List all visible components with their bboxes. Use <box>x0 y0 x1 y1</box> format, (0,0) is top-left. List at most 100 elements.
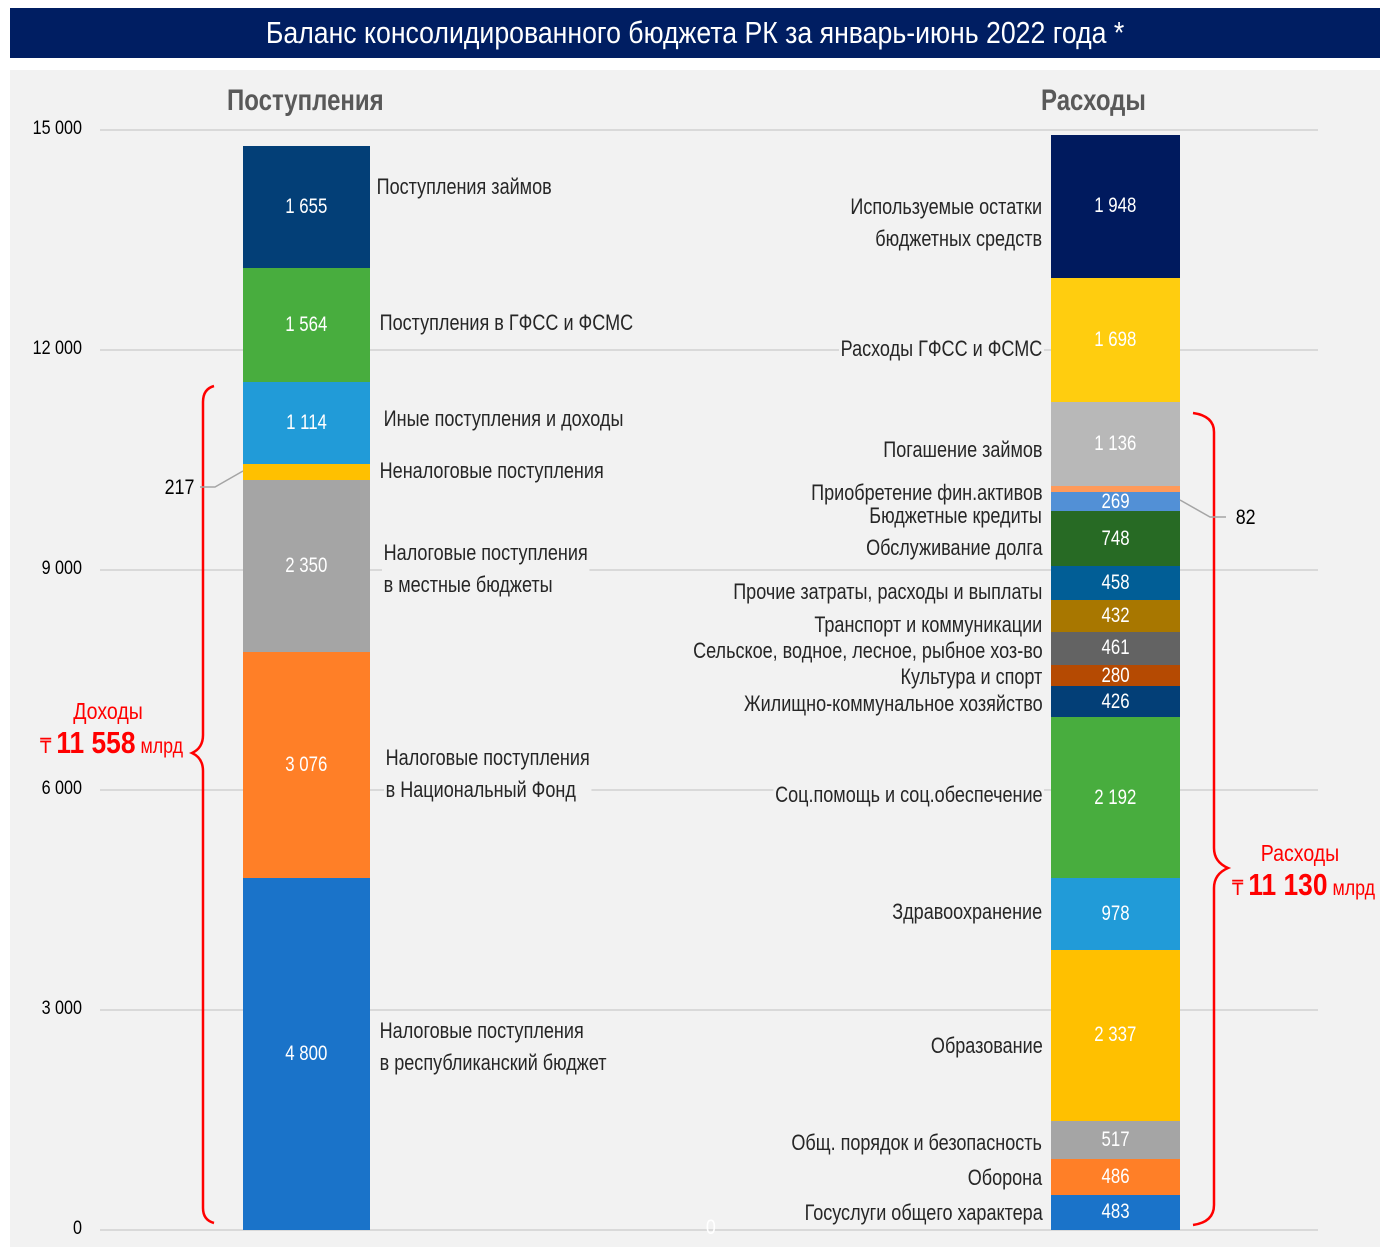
chart-title-bar: Баланс консолидированного бюджета РК за … <box>10 8 1380 58</box>
income-total: Доходы ₸ 11 558 млрд <box>28 698 188 761</box>
callout-value-217: 217 <box>164 476 195 499</box>
segment-value: 269 <box>1101 489 1130 513</box>
gridline <box>100 349 1318 351</box>
callout-leader-82 <box>1179 499 1226 518</box>
bar-segment: 426 <box>1051 685 1180 718</box>
expense-category-label: Приобретение фин.активов <box>810 480 1043 505</box>
bar-segment: 2 337 <box>1051 949 1180 1122</box>
segment-value: 2 350 <box>285 554 328 578</box>
income-total-unit: млрд <box>140 735 184 758</box>
bottom-zero-label: 0 <box>705 1216 716 1239</box>
segment-value: 486 <box>1101 1164 1130 1188</box>
bar-segment: 748 <box>1051 511 1180 567</box>
bar-segment: 1 655 <box>243 146 370 268</box>
expense-category-label: Используемые остатки бюджетных средств <box>849 191 1044 255</box>
income-category-label: Налоговые поступления в местные бюджеты <box>382 537 590 601</box>
bar-segment: 432 <box>1051 599 1180 632</box>
bar-segment: 978 <box>1051 877 1180 950</box>
expense-category-label: Сельское, водное, лесное, рыбное хоз-во <box>692 638 1043 663</box>
callout-leader-217 <box>200 470 244 488</box>
y-tick-label: 3 000 <box>41 998 82 1019</box>
expense-category-label: Расходы ГФСС и ФСМС <box>839 334 1044 364</box>
income-total-label: Доходы <box>73 698 143 724</box>
income-category-label: Иные поступления и доходы <box>382 403 626 435</box>
expense-category-label: Погашение займов <box>881 435 1044 465</box>
income-category-label: Неналоговые поступления <box>378 455 606 487</box>
expense-category-label: Образование <box>928 1031 1044 1061</box>
bar-segment: 1 564 <box>243 267 370 383</box>
income-category-label: Поступления в ГФСС и ФСМС <box>378 307 635 339</box>
y-tick-label: 15 000 <box>32 118 82 139</box>
expense-category-label: Здравоохранение <box>890 897 1044 927</box>
expense-category-label: Транспорт и коммуникации <box>812 610 1044 640</box>
callout-value-82: 82 <box>1235 506 1256 529</box>
expense-total-value: 11 130 <box>1248 867 1328 902</box>
gridline <box>100 129 1318 131</box>
segment-value: 4 800 <box>285 1042 328 1065</box>
segment-value: 483 <box>1101 1200 1130 1224</box>
bar-segment <box>243 464 370 481</box>
y-tick-label: 12 000 <box>32 338 82 359</box>
gridline <box>100 569 1318 571</box>
bar-segment: 461 <box>1051 631 1180 666</box>
bar-segment: 517 <box>1051 1121 1180 1159</box>
bar-segment: 458 <box>1051 566 1180 600</box>
gridline <box>100 789 1318 791</box>
expense-category-label: Прочие затраты, расходы и выплаты <box>731 577 1044 607</box>
segment-value: 1 114 <box>286 411 327 435</box>
expense-category-label: Обслуживание долга <box>864 533 1044 563</box>
y-tick-label: 0 <box>73 1218 82 1239</box>
segment-value: 2 192 <box>1094 785 1137 809</box>
gridline <box>100 1229 1318 1231</box>
expense-total-unit: млрд <box>1332 877 1376 900</box>
segment-value: 1 698 <box>1094 328 1137 352</box>
expense-category-label: Соц.помощь и соц.обеспечение <box>773 780 1044 810</box>
gridline <box>100 1009 1318 1011</box>
expense-category-label: Оборона <box>966 1163 1044 1193</box>
segment-value: 280 <box>1101 663 1130 687</box>
expense-total-label: Расходы <box>1260 840 1340 866</box>
segment-value: 1 564 <box>285 313 328 337</box>
income-category-label: Налоговые поступления в Национальный Фонд <box>384 742 592 806</box>
segment-value: 2 337 <box>1094 1023 1137 1047</box>
expense-total-amount: ₸ 11 130 млрд <box>1232 867 1375 903</box>
expense-category-label: Госуслуги общего характера <box>802 1198 1044 1228</box>
segment-value: 748 <box>1101 526 1130 550</box>
bar-segment: 483 <box>1051 1194 1180 1230</box>
income-category-label: Поступления займов <box>375 171 554 203</box>
bar-segment: 2 192 <box>1051 717 1180 878</box>
y-tick-label: 9 000 <box>41 558 82 579</box>
chart-title: Баланс консолидированного бюджета РК за … <box>265 15 1125 50</box>
segment-value: 426 <box>1101 689 1130 713</box>
income-total-amount: ₸ 11 558 млрд <box>40 725 183 761</box>
bar-segment: 2 350 <box>243 480 370 653</box>
income-brace-icon <box>188 384 215 1225</box>
bar-segment: 1 114 <box>243 382 370 465</box>
bar-segment: 3 076 <box>243 652 370 878</box>
tenge-icon: ₸ <box>40 735 52 758</box>
segment-value: 3 076 <box>285 753 328 777</box>
bar-segment <box>1051 485 1180 492</box>
expense-category-label: Жилищно-коммунальное хозяйство <box>741 689 1044 719</box>
bar-segment: 4 800 <box>243 878 370 1230</box>
segment-value: 458 <box>1101 571 1130 595</box>
expense-category-label: Бюджетные кредиты <box>869 503 1043 528</box>
bar-segment: 1 948 <box>1051 135 1180 278</box>
column-heading-expense: Расходы <box>1041 84 1146 117</box>
expense-category-label: Культура и спорт <box>900 664 1043 689</box>
segment-value: 1 948 <box>1094 194 1137 218</box>
segment-value: 461 <box>1101 636 1130 660</box>
expense-total: Расходы ₸ 11 130 млрд <box>1220 840 1380 903</box>
bar-segment: 1 698 <box>1051 277 1180 403</box>
y-tick-label: 6 000 <box>41 778 82 799</box>
income-total-value: 11 558 <box>56 725 136 760</box>
expense-category-label: Общ. порядок и безопасность <box>790 1128 1044 1158</box>
bar-segment: 269 <box>1051 489 1180 513</box>
segment-value: 432 <box>1101 603 1130 627</box>
income-category-label: Налоговые поступления в республиканский б… <box>378 1015 609 1079</box>
bar-segment: 486 <box>1051 1158 1180 1195</box>
expense-brace-icon <box>1192 411 1232 1227</box>
bar-segment: 1 136 <box>1051 402 1180 486</box>
segment-value: 978 <box>1101 901 1130 925</box>
